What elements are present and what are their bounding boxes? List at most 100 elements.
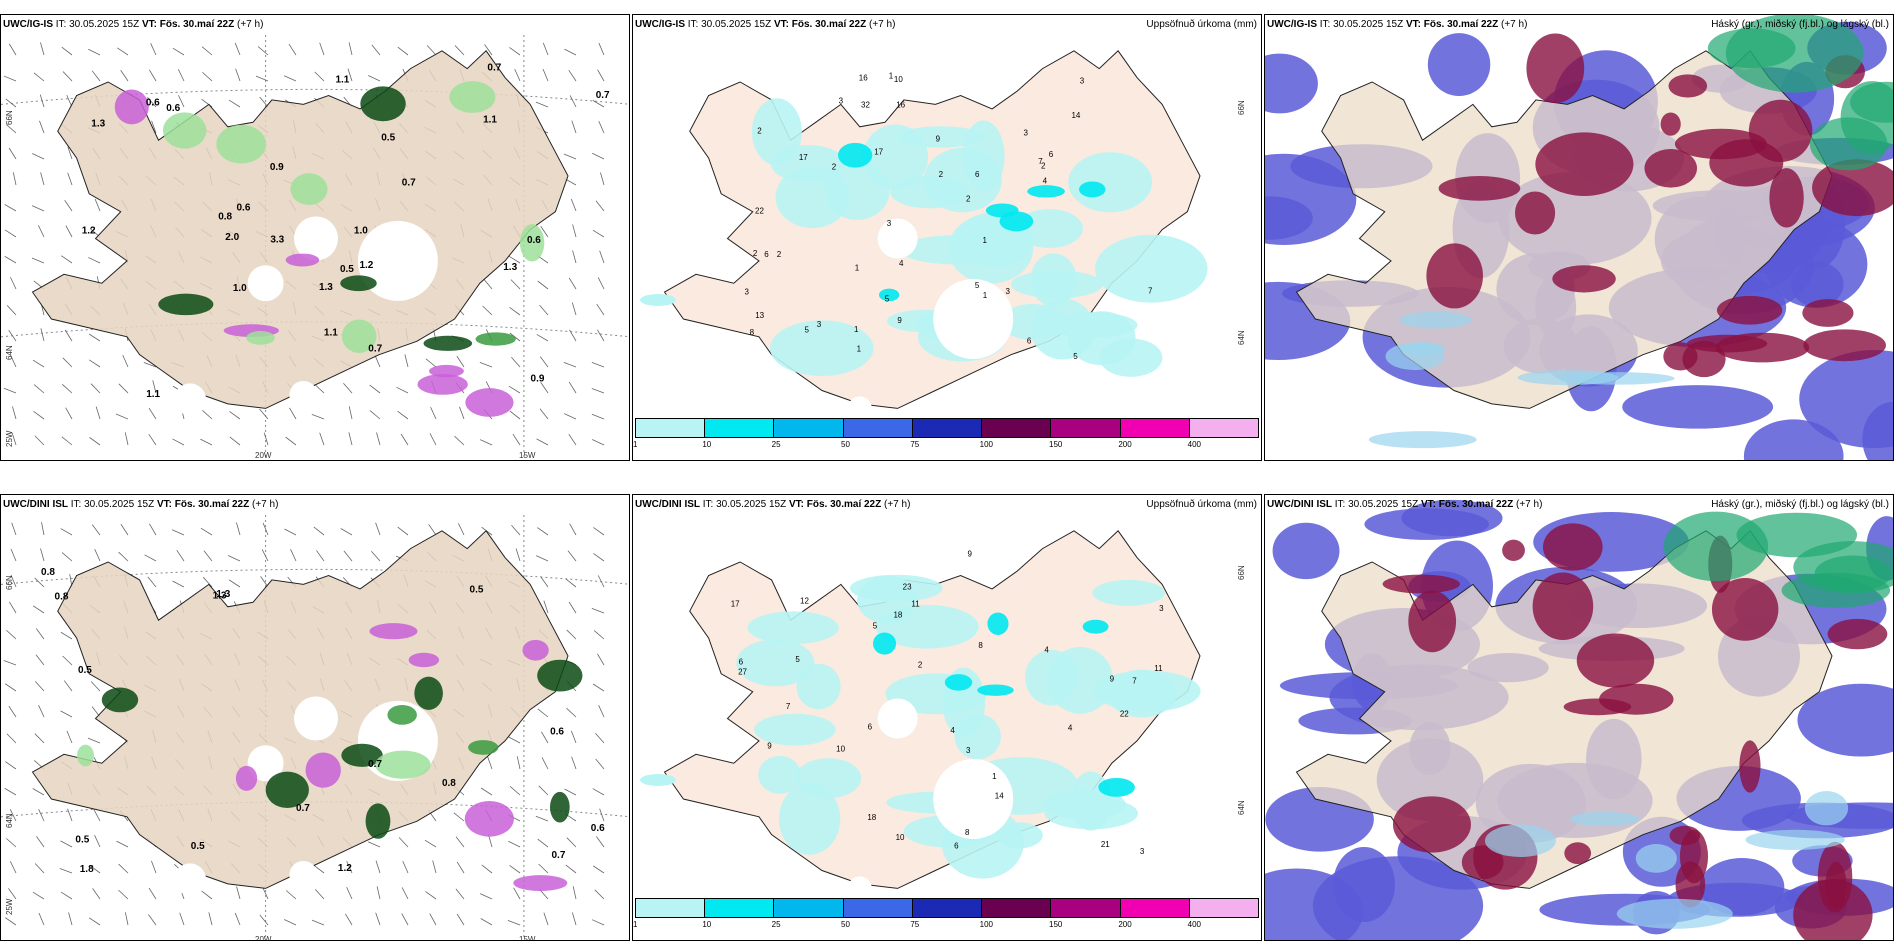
precip-value-label: 0.5 [78,665,92,676]
lon-label-15: 15W [519,935,536,941]
colorbar-tick-label: 75 [910,920,920,929]
precip-map-bottom: 4697539231148518127109821171811346142722… [640,530,1201,901]
panel-title: UWC/IG-IS IT: 30.05.2025 15Z VT: Fös. 30… [1267,19,1528,30]
precip-amount-label: 2 [832,163,837,172]
precip-amount-label: 3 [839,96,844,105]
precip-amount-label: 18 [893,611,902,620]
precip-amount-label: 9 [1110,674,1115,683]
precip-amount-label: 23 [903,583,912,592]
precip-amount-label: 2 [757,127,762,136]
precip-amount-label: 17 [731,600,740,609]
precip-amount-label: 14 [995,791,1004,800]
colorbar-swatch [912,419,983,437]
precip-amount-label: 5 [1073,352,1078,361]
precip-amount-label: 6 [868,723,873,732]
cloud-map-top [1265,15,1893,460]
precip-amount-label: 3 [1006,287,1011,296]
precip-amount-label: 11 [911,599,920,608]
precip-amount-label: 5 [795,655,800,664]
colorbar-tick-label: 100 [979,920,994,929]
precip-value-label: 0.6 [527,235,541,246]
colorbar-swatch [1189,419,1258,437]
precip-value-label: 1.3 [503,262,517,273]
precip-value-label: 0.5 [75,835,89,846]
precip-amount-label: 5 [975,281,980,290]
colorbar-tick-label: 75 [910,440,920,449]
precip-amount-label: 6 [764,250,769,259]
precip-amount-label: 4 [1044,645,1049,654]
panel-wind-dini: 0.7 1.8 1.3 1.2 0.8 0.8 0.7 0.6 0.5 0.5 0.6 0.5 1.3 0… [0,494,630,941]
colorbar-tick-label: 150 [1049,920,1063,929]
precip-amount-label: 13 [755,311,764,320]
precip-value-label: 0.5 [340,264,354,275]
colorbar-swatch [1120,899,1190,917]
colorbar-ticks: 1 10 25 50 75 100 150 200 400 [633,440,1259,452]
colorbar-swatch [774,899,844,917]
precip-amount-label: 21 [1101,840,1110,849]
colorbar-swatch [1051,899,1121,917]
precip-value-label: 0.8 [218,212,232,223]
colorbar-tick-label: 400 [1187,440,1202,449]
precip-amount-label: 7 [1038,157,1043,166]
precip-amount-label: 1 [855,263,860,272]
colorbar-swatch [982,899,1052,917]
precip-amount-label: 6 [739,658,744,667]
colorbar-tick-label: 10 [702,440,712,449]
precip-value-label: 1.3 [319,282,333,293]
precip-value-label: 1.2 [82,225,96,236]
lon-label-20: 20W [255,935,272,941]
precip-amount-label: 3 [1140,847,1145,856]
precip-value-label: 1.2 [359,260,373,271]
precip-value-label: 0.6 [550,726,564,737]
precip-amount-label: 2 [753,249,758,258]
precip-amount-label: 1 [983,291,988,300]
precip-amount-label: 2 [1041,162,1046,171]
precip-title: Uppsöfnuð úrkoma (mm) [1146,19,1257,30]
precip-amount-label: 4 [950,726,955,735]
lon-label-25: 25W [5,898,14,915]
precip-amount-label: 7 [1132,676,1137,685]
precip-value-label: 0.6 [166,103,180,114]
panel-title: UWC/DINI ISL IT: 30.05.2025 15Z VT: Fös.… [1267,499,1543,510]
precip-amount-label: 9 [897,316,902,325]
precip-amount-label: 1 [889,71,894,80]
precip-amount-label: 22 [755,206,764,215]
precip-value-label: 2.0 [225,232,239,243]
wind-map-bottom: 0.71.81.31.20.80.80.70.60.50.50.60.51.30… [1,515,629,940]
precip-amount-label: 9 [767,742,772,751]
precip-amount-label: 1 [857,344,862,353]
precip-value-label: 1.2 [338,863,352,874]
precip-amount-label: 10 [894,75,903,84]
colorbar-swatch [912,899,983,917]
precip-amount-label: 7 [786,702,791,711]
precip-amount-label: 22 [1120,710,1129,719]
precip-value-label: 0.7 [296,803,310,814]
panel-wind-ig-is: 3.3 1.1 0.7 1.2 1.3 0.7 1.3 1.0 0.5 1.1 1.2 0.9 0.7 0… [0,14,630,461]
cloud-title: Háský (gr.), miðský (fj.bl.) og lágský (… [1711,19,1889,30]
precip-amount-label: 1 [854,325,859,334]
precip-value-label: 0.6 [146,97,160,108]
precip-value-label: 0.5 [381,133,395,144]
colorbar-tick-label: 10 [702,920,712,929]
lat-label-66: 66N [1237,565,1246,580]
precip-amount-label: 4 [1068,724,1073,733]
precip-amount-label: 7 [1148,286,1153,295]
precip-value-label: 0.7 [596,90,610,101]
colorbar-swatch [705,899,775,917]
colorbar-tick-label: 1 [633,440,638,449]
precip-value-label: 0.8 [41,567,55,578]
panel-title: UWC/IG-IS IT: 30.05.2025 15Z VT: Fös. 30… [635,19,896,30]
colorbar-swatch [843,899,913,917]
precip-amount-label: 3 [1159,604,1164,613]
colorbar-swatch [982,419,1052,437]
colorbar-tick-label: 25 [771,920,781,929]
precip-value-label: 1.8 [80,864,94,875]
precip-amount-label: 3 [887,219,892,228]
colorbar-tick-label: 200 [1118,440,1132,449]
precip-value-label: 0.5 [191,841,205,852]
colorbar-swatch [636,899,706,917]
precip-amount-label: 18 [867,813,876,822]
precip-amount-label: 8 [750,328,755,337]
precip-amount-label: 10 [896,833,905,842]
precip-value-label: 0.8 [442,778,456,789]
